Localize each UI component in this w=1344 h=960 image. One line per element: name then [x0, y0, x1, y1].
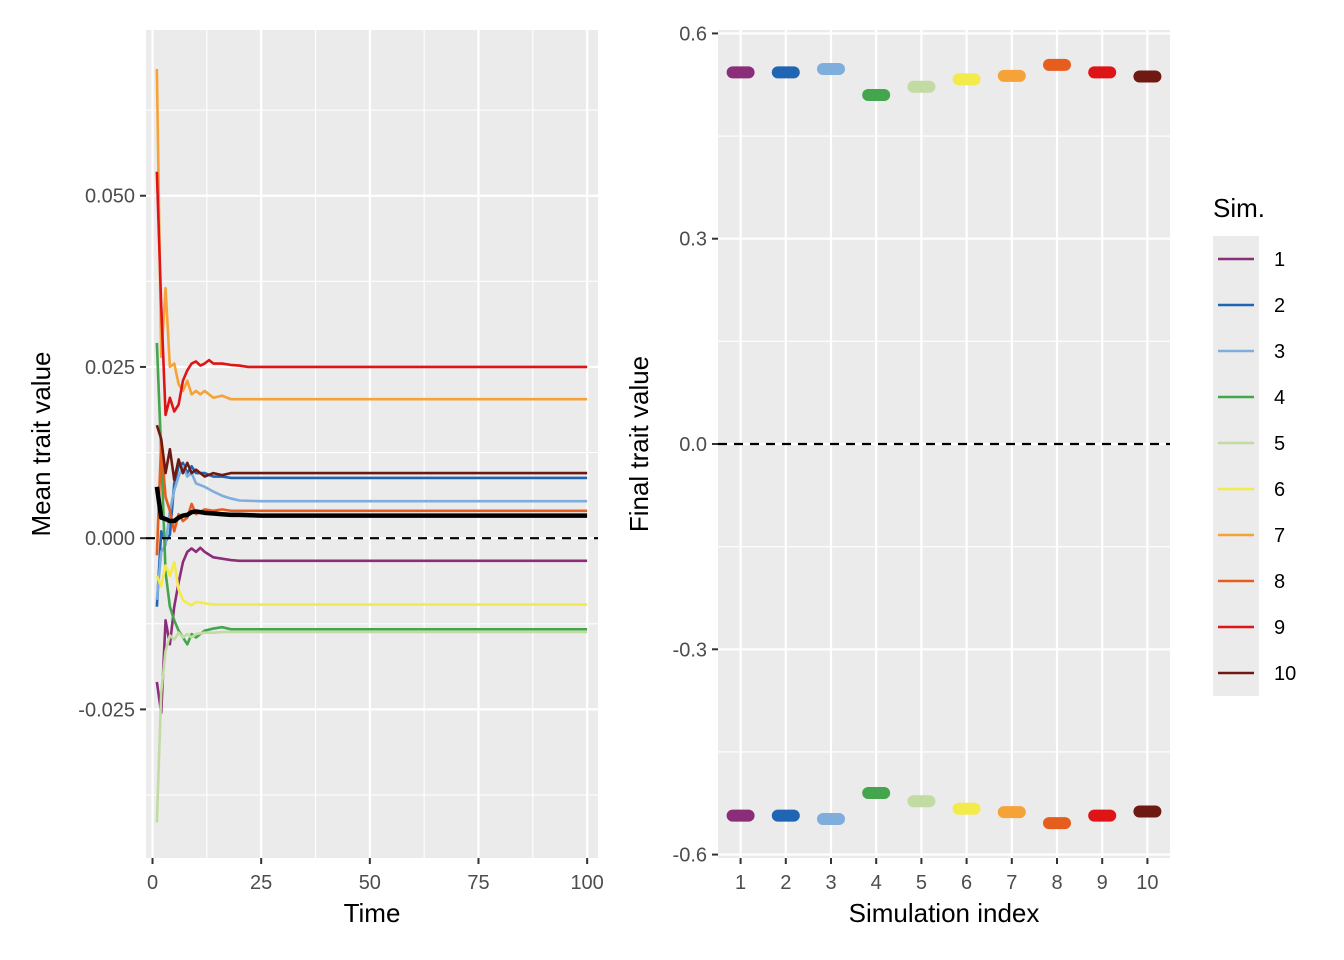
- legend: Sim. 1 2 3 4 5 6 7 8 9 10: [1213, 193, 1296, 696]
- right-x-tick-label: 3: [825, 872, 836, 894]
- left-axes: 0 25 50 75 100 -0.025 0.000 0.025 0.050: [78, 186, 604, 894]
- left-x-tick-label: 0: [147, 872, 158, 894]
- left-x-tick-label: 75: [467, 872, 489, 894]
- series-line-sim-10: [155, 424, 588, 482]
- series-line-sim-6: [155, 560, 588, 607]
- point-sim-6-lower: [952, 802, 981, 815]
- series-line-sim-9: [155, 171, 588, 417]
- left-plot-background: [146, 30, 598, 858]
- right-x-tick-label: 9: [1097, 872, 1108, 894]
- legend-items: 1 2 3 4 5 6 7 8 9 10: [1218, 249, 1296, 685]
- point-sim-4-upper: [862, 89, 891, 102]
- legend-label-sim-6: 6: [1274, 479, 1285, 501]
- point-sim-7-upper: [997, 69, 1026, 82]
- legend-label-sim-4: 4: [1274, 387, 1285, 409]
- left-x-axis-title: Time: [344, 898, 401, 928]
- right-x-tick-label: 10: [1136, 872, 1158, 894]
- point-sim-5-upper: [907, 80, 936, 93]
- right-axes: 1 2 3 4 5 6 7 8 9 10 -0.6 -0.3 0.0 0.3 0.6: [673, 23, 1159, 894]
- left-y-tick-label: 0.050: [85, 186, 135, 208]
- legend-label-sim-7: 7: [1274, 525, 1285, 547]
- right-y-tick-label: 0.3: [679, 229, 707, 251]
- right-x-tick-label: 8: [1051, 872, 1062, 894]
- right-x-tick-label: 4: [871, 872, 882, 894]
- left-y-tick-label: -0.025: [78, 699, 135, 721]
- right-y-tick-label: -0.6: [673, 845, 707, 867]
- left-chart-panel: 0 25 50 75 100 -0.025 0.000 0.025 0.050 Time Mea…: [26, 30, 604, 928]
- left-series-group: [146, 69, 598, 823]
- series-line-sim-7: [155, 69, 588, 401]
- left-x-tick-label: 100: [570, 872, 603, 894]
- left-x-tick-label: 25: [250, 872, 272, 894]
- point-sim-3-upper: [817, 63, 845, 76]
- series-line-sim-3: [155, 464, 588, 600]
- mean-trait-line: [154, 486, 588, 524]
- point-sim-4-lower: [862, 786, 891, 799]
- point-sim-10-lower: [1133, 805, 1162, 818]
- point-sim-2-upper: [771, 66, 800, 79]
- point-sim-1-lower: [726, 809, 755, 822]
- right-x-axis-title: Simulation index: [849, 898, 1040, 928]
- legend-label-sim-3: 3: [1274, 341, 1285, 363]
- right-y-axis-title: Final trait value: [624, 356, 654, 532]
- left-y-axis-title: Mean trait value: [26, 352, 56, 537]
- series-line-sim-5: [155, 630, 588, 823]
- point-sim-1-upper: [726, 66, 755, 79]
- point-sim-9-lower: [1088, 809, 1117, 822]
- right-x-tick-label: 5: [916, 872, 927, 894]
- legend-title: Sim.: [1213, 193, 1265, 223]
- point-sim-8-lower: [1043, 817, 1071, 830]
- legend-label-sim-2: 2: [1274, 295, 1285, 317]
- point-sim-5-lower: [907, 795, 936, 808]
- series-line-sim-2: [155, 461, 588, 607]
- legend-label-sim-5: 5: [1274, 433, 1285, 455]
- legend-label-sim-8: 8: [1274, 571, 1285, 593]
- left-y-tick-label: 0.025: [85, 357, 135, 379]
- point-sim-6-upper: [952, 73, 981, 86]
- left-x-tick-label: 50: [359, 872, 381, 894]
- point-sim-9-upper: [1088, 66, 1117, 79]
- legend-label-sim-10: 10: [1274, 663, 1296, 685]
- right-points-group: [718, 58, 1170, 830]
- series-line-sim-8: [155, 440, 588, 556]
- right-y-tick-label: -0.3: [673, 639, 707, 661]
- right-x-tick-label: 2: [780, 872, 791, 894]
- point-sim-2-lower: [771, 809, 800, 822]
- point-sim-7-lower: [997, 806, 1026, 819]
- legend-label-sim-9: 9: [1274, 617, 1285, 639]
- right-x-tick-label: 6: [961, 872, 972, 894]
- legend-key-background: [1213, 236, 1259, 696]
- right-chart-panel: 1 2 3 4 5 6 7 8 9 10 -0.6 -0.3 0.0 0.3 0.6 Simulation …: [624, 23, 1170, 928]
- point-sim-8-upper: [1043, 58, 1071, 71]
- point-sim-10-upper: [1133, 70, 1162, 83]
- right-y-tick-label: 0.0: [679, 434, 707, 456]
- right-x-tick-label: 1: [735, 872, 746, 894]
- left-y-tick-label: 0.000: [85, 528, 135, 550]
- series-line-sim-4: [155, 342, 588, 646]
- series-line-sim-1: [155, 546, 588, 715]
- right-y-tick-label: 0.6: [679, 23, 707, 45]
- point-sim-3-lower: [817, 812, 845, 825]
- legend-label-sim-1: 1: [1274, 249, 1285, 271]
- right-x-tick-label: 7: [1006, 872, 1017, 894]
